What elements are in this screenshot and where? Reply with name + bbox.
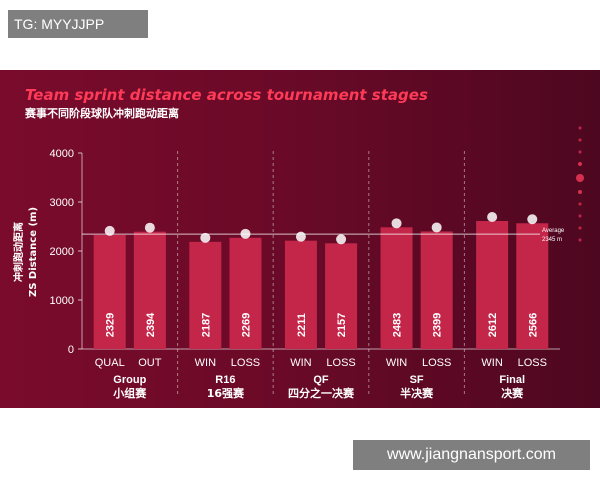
group-label: Group — [113, 374, 146, 386]
bar-r16-win — [189, 241, 222, 349]
bar-value-label: 2329 — [105, 313, 117, 337]
bar-value-label: 2157 — [336, 313, 348, 337]
bar-sf-loss — [420, 231, 453, 349]
bar-value-label: 2566 — [527, 313, 539, 337]
bar-r16-loss — [229, 237, 262, 349]
bar-qf-win — [284, 240, 317, 349]
flag-icon — [295, 231, 306, 242]
group-label-cn: 决赛 — [501, 386, 524, 400]
average-label: Average — [542, 228, 565, 234]
flag-icon — [431, 222, 442, 233]
flag-icon — [527, 214, 538, 225]
y-tick-label: 3000 — [50, 197, 74, 209]
bar-group-out — [133, 231, 166, 349]
y-tick-label: 4000 — [50, 148, 74, 160]
y-axis-label-cn: 冲刺跑动距离 — [12, 222, 25, 282]
decorative-dots-icon — [576, 126, 584, 242]
bar-value-label: 2394 — [145, 312, 157, 337]
flag-icon — [104, 225, 115, 236]
y-tick-label: 2000 — [50, 246, 74, 258]
chart-subtitle: 赛事不同阶段球队冲刺跑动距离 — [25, 107, 179, 120]
y-tick-label: 1000 — [50, 295, 74, 307]
x-tick-label: WIN — [290, 357, 311, 369]
bar-value-label: 2399 — [432, 313, 444, 337]
bar-value-label: 2612 — [487, 313, 499, 337]
bar-sf-win — [380, 227, 413, 349]
group-label: Final — [499, 374, 525, 386]
x-tick-label: WIN — [195, 357, 216, 369]
group-label-cn: 小组赛 — [112, 386, 147, 400]
watermark: www.jiangnansport.com — [353, 440, 590, 470]
group-label-cn: 四分之一决赛 — [288, 386, 355, 400]
y-axis-label-en: ZS Distance (m) — [28, 207, 39, 297]
group-label-cn: 半决赛 — [400, 386, 434, 400]
bar-final-loss — [516, 223, 549, 349]
group-label-cn: 16强赛 — [207, 386, 245, 400]
chart-title: Team sprint distance across tournament s… — [25, 86, 428, 104]
group-label: SF — [410, 374, 424, 386]
average-value: 2345 m — [542, 237, 562, 243]
flag-icon — [487, 212, 498, 223]
bar-value-label: 2483 — [392, 313, 404, 337]
x-tick-label: WIN — [481, 357, 502, 369]
bar-final-win — [476, 221, 509, 349]
bar-group-qual — [93, 234, 126, 349]
x-tick-label: LOSS — [326, 357, 355, 369]
x-tick-label: LOSS — [422, 357, 451, 369]
source-tag: TG: MYYJJPP — [8, 10, 148, 38]
bar-qf-loss — [325, 243, 358, 349]
x-tick-label: QUAL — [95, 357, 125, 369]
flag-icon — [391, 218, 402, 229]
bar-value-label: 2211 — [296, 313, 308, 337]
flag-icon — [336, 234, 347, 245]
y-tick-label: 0 — [68, 344, 74, 356]
flag-icon — [144, 222, 155, 233]
x-tick-label: WIN — [386, 357, 407, 369]
x-tick-label: LOSS — [231, 357, 260, 369]
group-label: QF — [313, 374, 329, 386]
group-label: R16 — [215, 374, 235, 386]
bar-value-label: 2269 — [240, 313, 252, 337]
flag-icon — [200, 232, 211, 243]
bar-value-label: 2187 — [200, 313, 212, 337]
x-tick-label: LOSS — [518, 357, 547, 369]
x-tick-label: OUT — [138, 357, 162, 369]
